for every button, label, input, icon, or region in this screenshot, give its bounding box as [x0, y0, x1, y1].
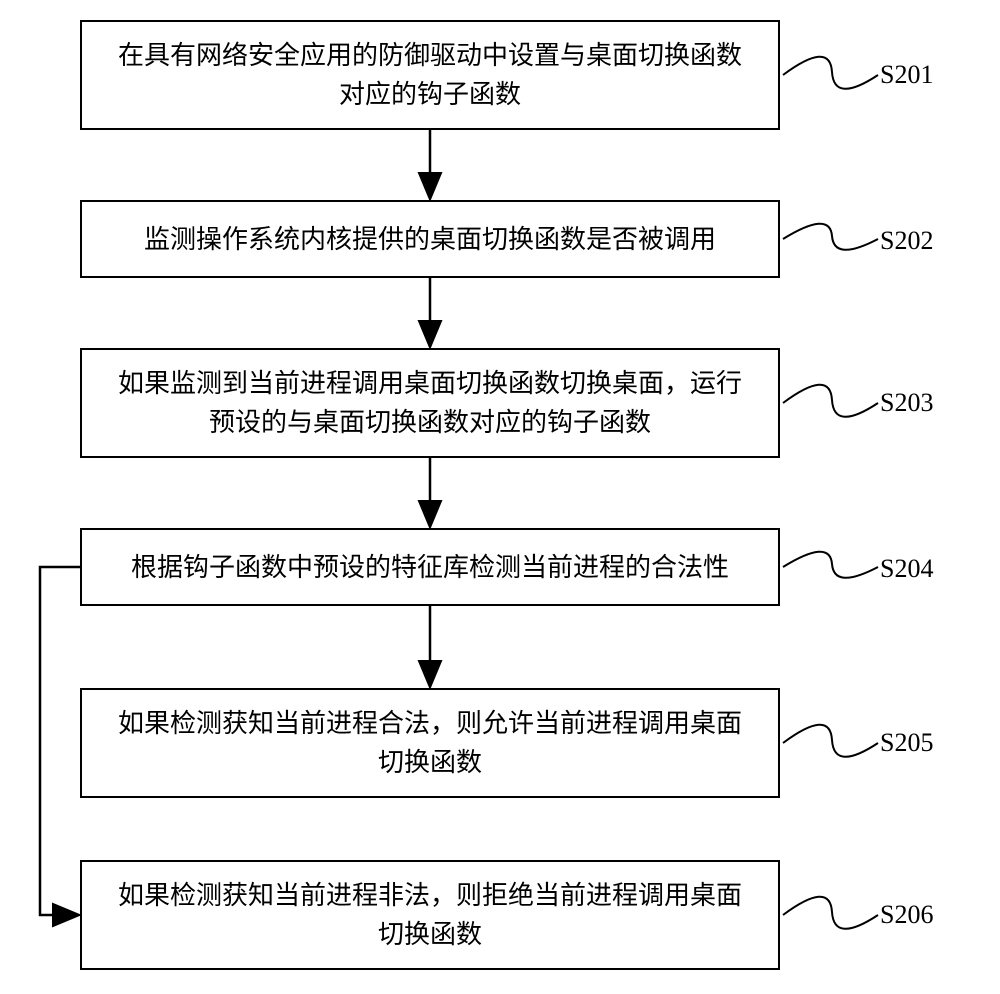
brace-s206 [783, 897, 878, 929]
step-box-s206: 如果检测获知当前进程非法，则拒绝当前进程调用桌面 切换函数 [80, 860, 780, 970]
arrows-svg [0, 0, 1000, 994]
step-text: 监测操作系统内核提供的桌面切换函数是否被调用 [144, 220, 716, 259]
step-text: 如果检测获知当前进程合法，则允许当前进程调用桌面 [118, 704, 742, 743]
step-text: 如果检测获知当前进程非法，则拒绝当前进程调用桌面 [118, 876, 742, 915]
step-text: 在具有网络安全应用的防御驱动中设置与桌面切换函数 [118, 36, 742, 75]
step-text: 预设的与桌面切换函数对应的钩子函数 [118, 403, 742, 442]
flowchart-canvas: 在具有网络安全应用的防御驱动中设置与桌面切换函数 对应的钩子函数 S201 监测… [0, 0, 1000, 994]
brace-s204 [783, 552, 878, 578]
step-text: 切换函数 [118, 915, 742, 954]
step-box-s205: 如果检测获知当前进程合法，则允许当前进程调用桌面 切换函数 [80, 688, 780, 798]
step-box-s203: 如果监测到当前进程调用桌面切换函数切换桌面，运行 预设的与桌面切换函数对应的钩子… [80, 348, 780, 458]
step-text: 根据钩子函数中预设的特征库检测当前进程的合法性 [131, 548, 729, 587]
step-box-s201: 在具有网络安全应用的防御驱动中设置与桌面切换函数 对应的钩子函数 [80, 20, 780, 130]
step-label-s201: S201 [880, 60, 933, 90]
brace-s203 [783, 385, 878, 417]
step-text: 切换函数 [118, 743, 742, 782]
brace-s201 [783, 57, 878, 89]
step-box-s204: 根据钩子函数中预设的特征库检测当前进程的合法性 [80, 528, 780, 606]
brace-s202 [783, 224, 878, 250]
step-label-s203: S203 [880, 388, 933, 418]
step-text: 如果监测到当前进程调用桌面切换函数切换桌面，运行 [118, 364, 742, 403]
step-label-s206: S206 [880, 900, 933, 930]
brace-s205 [783, 725, 878, 757]
step-label-s202: S202 [880, 226, 933, 256]
step-box-s202: 监测操作系统内核提供的桌面切换函数是否被调用 [80, 200, 780, 278]
step-label-s204: S204 [880, 554, 933, 584]
arrow-s204-s206-branch [40, 567, 80, 915]
step-label-s205: S205 [880, 728, 933, 758]
step-text: 对应的钩子函数 [118, 75, 742, 114]
